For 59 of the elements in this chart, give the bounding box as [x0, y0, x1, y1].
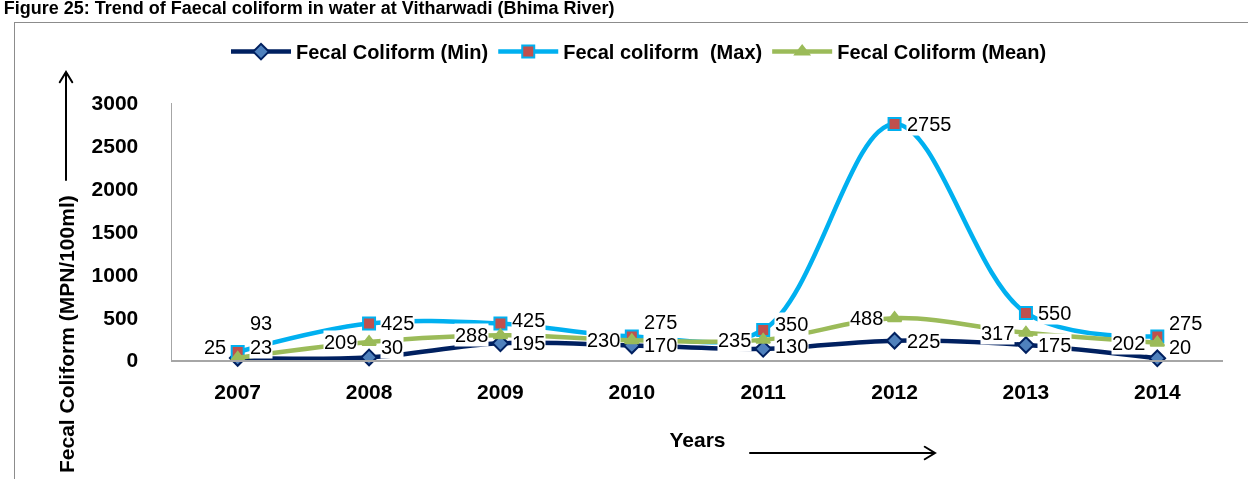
data-label: 202	[1112, 332, 1146, 354]
data-label: 25	[204, 336, 227, 358]
y-tick-label: 3000	[91, 91, 139, 115]
point	[361, 335, 377, 347]
legend-label: Fecal Coliform (Min)	[296, 41, 489, 64]
point	[887, 116, 902, 131]
data-label: 170	[644, 334, 678, 356]
y-axis-title: Fecal Coliform (MPN/100ml)	[55, 195, 78, 473]
point	[623, 333, 640, 345]
point	[886, 311, 903, 323]
data-label: 23	[250, 336, 273, 358]
point	[1017, 336, 1035, 354]
data-label: 2755	[907, 113, 952, 135]
data-label: 425	[381, 312, 415, 334]
data-label: 550	[1038, 302, 1072, 324]
legend-label: Fecal coliform (Max)	[563, 41, 763, 64]
data-label: 130	[775, 335, 809, 357]
point	[1018, 305, 1033, 320]
x-tick-label: 2014	[1133, 379, 1181, 403]
data-label: 20	[1169, 336, 1192, 358]
data-label: 488	[850, 307, 884, 329]
data-label: 350	[775, 313, 809, 335]
point	[756, 323, 771, 338]
data-label: 425	[512, 309, 546, 331]
y-tick-label: 0	[126, 348, 139, 372]
point	[492, 328, 509, 340]
chart-title: Figure 25: Trend of Faecal coliform in water at Vitharwadi (Bhima River)	[3, 0, 615, 18]
x-tick-label: 2009	[477, 379, 524, 403]
data-label: 275	[644, 311, 678, 333]
data-label: 209	[324, 331, 358, 353]
y-tick-label: 1000	[91, 262, 139, 286]
x-tick-label: 2012	[871, 379, 918, 403]
point	[1018, 325, 1034, 337]
x-tick-label: 2013	[1002, 379, 1050, 403]
x-tick-label: 2007	[214, 379, 262, 403]
point	[755, 332, 772, 344]
y-tick-label: 2500	[91, 134, 139, 158]
data-label: 235	[718, 329, 752, 351]
x-tick-label: 2011	[740, 379, 787, 403]
y-tick-label: 1500	[91, 219, 139, 243]
data-label: 195	[512, 332, 546, 354]
x-tick-label: 2008	[345, 379, 393, 403]
point	[885, 331, 904, 350]
point	[1149, 335, 1166, 347]
data-label: 230	[587, 329, 621, 351]
y-tick-label: 500	[103, 305, 139, 329]
data-label: 275	[1169, 312, 1203, 334]
data-label: 225	[907, 330, 941, 352]
data-label: 175	[1038, 334, 1072, 356]
x-axis-title: Years	[669, 427, 726, 451]
data-label: 288	[455, 324, 489, 346]
point	[493, 316, 508, 331]
y-tick-label: 2000	[91, 177, 139, 201]
x-tick-label: 2010	[608, 379, 656, 403]
legend-label: Fecal Coliform (Mean)	[837, 41, 1047, 64]
data-label: 93	[250, 312, 273, 334]
data-label: 317	[981, 322, 1015, 344]
point	[362, 316, 377, 331]
data-label: 30	[381, 336, 404, 358]
